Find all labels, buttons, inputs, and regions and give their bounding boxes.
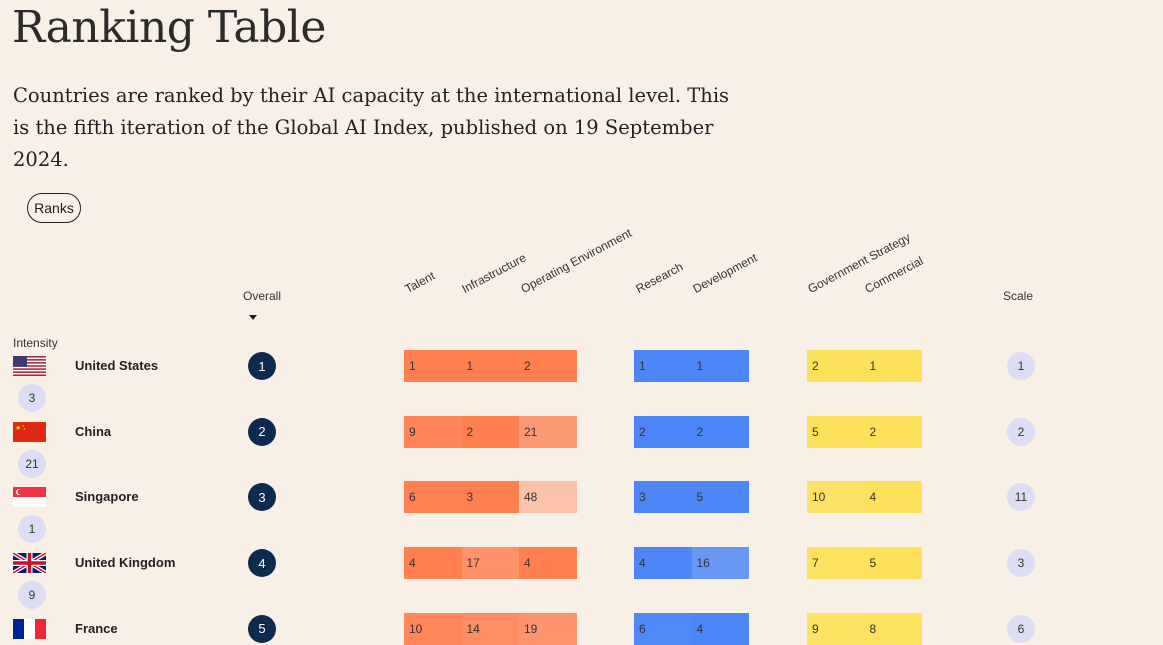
column-header-scale[interactable]: Scale (1003, 289, 1034, 303)
sort-descending-icon[interactable] (249, 315, 257, 320)
country-name[interactable]: Singapore (75, 489, 139, 505)
rank-cell-development: 16 (691, 547, 749, 580)
cn-flag-icon: ★ ★ ★ (13, 421, 46, 442)
rank-cell-research: 4 (634, 547, 692, 580)
rank-cell-government-strategy: 5 (807, 415, 865, 448)
svg-text:★: ★ (23, 427, 26, 431)
rank-cell-research: 3 (634, 481, 692, 514)
column-header-intensity: Intensity (13, 336, 58, 350)
column-header-government-strategy[interactable]: Government Strategy (805, 230, 913, 296)
svg-text:★: ★ (22, 424, 25, 428)
rank-cell-research: 6 (634, 612, 692, 645)
rank-cell-infrastructure: 3 (461, 481, 519, 514)
us-flag-icon (13, 356, 46, 376)
column-header-talent[interactable]: Talent (402, 268, 438, 296)
rank-cell-operating-environment: 48 (519, 481, 577, 514)
column-header-development[interactable]: Development (690, 250, 760, 296)
rank-cell-research: 2 (634, 415, 692, 448)
intensity-badge: 3 (18, 384, 46, 412)
rank-cell-development: 4 (691, 612, 749, 645)
fr-flag-icon (13, 618, 46, 639)
sg-flag-icon (13, 487, 46, 508)
rank-cell-talent: 6 (404, 481, 462, 514)
rank-cell-operating-environment: 19 (519, 612, 577, 645)
overall-rank-badge: 1 (248, 352, 276, 380)
rank-cell-talent: 4 (404, 547, 462, 580)
uk-flag-icon (13, 553, 46, 574)
rank-cell-government-strategy: 2 (807, 350, 865, 382)
rank-cell-development: 1 (691, 350, 749, 382)
overall-rank-badge: 2 (248, 417, 276, 446)
intensity-badge: 9 (18, 581, 46, 610)
rank-cell-talent: 9 (404, 415, 462, 448)
country-name[interactable]: China (75, 423, 112, 439)
rank-cell-operating-environment: 4 (519, 547, 577, 580)
overall-rank-badge: 3 (248, 483, 276, 512)
rank-cell-commercial: 8 (864, 612, 922, 645)
rank-cell-commercial: 1 (864, 350, 922, 382)
rank-cell-government-strategy: 9 (807, 612, 865, 645)
overall-rank-badge: 4 (248, 549, 276, 578)
svg-text:★: ★ (15, 424, 21, 432)
rank-cell-commercial: 2 (864, 415, 922, 448)
scale-rank-badge: 1 (1007, 352, 1035, 380)
scale-rank-badge: 2 (1007, 417, 1035, 446)
rank-cell-government-strategy: 10 (807, 481, 865, 514)
rank-cell-commercial: 4 (864, 481, 922, 514)
rank-cell-government-strategy: 7 (807, 547, 865, 580)
intensity-badge: 1 (18, 515, 46, 544)
column-header-infrastructure[interactable]: Infrastructure (459, 250, 529, 296)
rank-cell-development: 2 (691, 415, 749, 448)
column-header-operating-environment[interactable]: Operating Environment (518, 225, 634, 296)
rank-cell-infrastructure: 1 (461, 350, 519, 382)
rank-cell-infrastructure: 17 (461, 547, 519, 580)
rank-cell-commercial: 5 (864, 547, 922, 580)
rank-cell-infrastructure: 14 (461, 612, 519, 645)
column-header-research[interactable]: Research (633, 259, 686, 296)
country-name[interactable]: United States (75, 358, 159, 373)
rank-cell-infrastructure: 2 (461, 415, 519, 448)
page-title: Ranking Table (12, 2, 326, 53)
intensity-badge: 21 (18, 449, 46, 478)
overall-rank-badge: 5 (248, 614, 276, 643)
column-header-overall[interactable]: Overall (243, 289, 282, 303)
rank-cell-operating-environment: 2 (519, 350, 577, 382)
scale-rank-badge: 11 (1007, 483, 1035, 512)
rank-cell-development: 5 (691, 481, 749, 514)
ranks-button[interactable]: Ranks (27, 193, 81, 223)
page-description: Countries are ranked by their AI capacit… (13, 84, 730, 171)
rank-cell-research: 1 (634, 350, 692, 382)
rank-cell-talent: 1 (404, 350, 462, 382)
rank-cell-talent: 10 (404, 612, 462, 645)
country-name[interactable]: France (75, 620, 118, 636)
country-name[interactable]: United Kingdom (75, 555, 176, 571)
scale-rank-badge: 3 (1007, 549, 1035, 578)
rank-cell-operating-environment: 21 (519, 415, 577, 448)
scale-rank-badge: 6 (1007, 614, 1035, 643)
